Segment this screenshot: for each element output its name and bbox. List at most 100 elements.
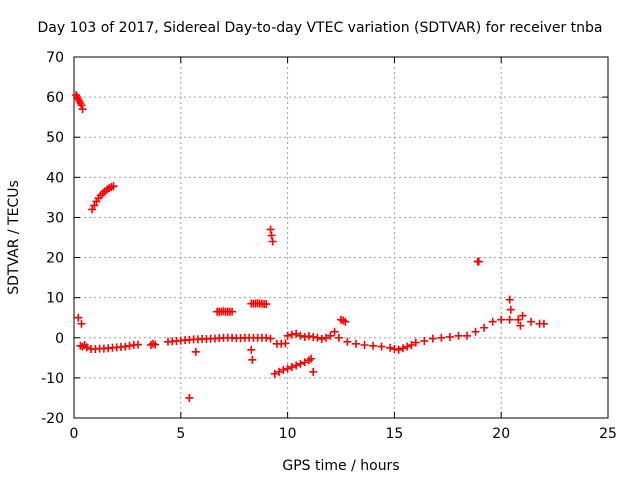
- data-point: [300, 358, 309, 367]
- data-point: [88, 205, 97, 214]
- data-point: [283, 364, 292, 373]
- data-point: [307, 354, 316, 363]
- data-point: [292, 329, 301, 338]
- series-early-high: [72, 91, 87, 114]
- data-point: [279, 365, 288, 374]
- y-axis-label: SDTVAR / TECUs: [6, 180, 22, 295]
- data-point: [134, 340, 143, 349]
- data-point: [514, 315, 523, 324]
- data-point: [330, 327, 339, 336]
- x-tick-label: 15: [385, 426, 403, 442]
- y-tick-label: 70: [46, 50, 64, 66]
- data-point: [322, 333, 331, 342]
- data-point: [304, 332, 313, 341]
- data-point: [407, 340, 416, 349]
- data-point: [281, 339, 290, 348]
- data-point: [480, 323, 489, 332]
- data-point: [505, 295, 514, 304]
- data-point: [287, 330, 296, 339]
- y-tick-label: -10: [41, 371, 64, 387]
- data-point: [518, 311, 527, 320]
- plot-frame: [73, 56, 609, 419]
- x-tick-label: 10: [279, 426, 297, 442]
- data-point: [471, 327, 480, 336]
- data-point: [326, 331, 335, 340]
- data-point: [343, 337, 352, 346]
- data-point: [454, 331, 463, 340]
- data-point: [377, 342, 386, 351]
- data-point: [411, 338, 420, 347]
- series-baseline-a: [76, 339, 160, 354]
- data-point: [109, 182, 118, 191]
- data-point: [527, 317, 536, 326]
- data-point: [300, 332, 309, 341]
- data-point: [247, 345, 256, 354]
- data-point: [360, 340, 369, 349]
- y-tick-label: 60: [46, 90, 64, 106]
- data-point: [403, 342, 412, 351]
- y-tick-label: 10: [46, 291, 64, 307]
- data-point: [505, 315, 514, 324]
- data-point: [296, 359, 305, 368]
- data-point: [369, 341, 378, 350]
- data-point: [497, 315, 506, 324]
- data-point: [228, 307, 237, 316]
- data-point: [309, 332, 318, 341]
- data-point: [82, 343, 91, 352]
- data-point: [334, 333, 343, 342]
- data-point: [262, 333, 271, 342]
- x-tick-label: 0: [70, 426, 79, 442]
- data-point: [191, 347, 200, 356]
- data-point: [74, 313, 83, 322]
- data-point: [121, 342, 130, 351]
- series-rising-arc: [88, 182, 118, 214]
- data-point: [78, 105, 87, 114]
- data-point: [262, 300, 271, 309]
- data-point: [351, 339, 360, 348]
- data-point: [77, 101, 86, 110]
- data-point: [309, 367, 318, 376]
- series-plateaus: [213, 299, 350, 326]
- series-isolated: [74, 225, 525, 402]
- y-tick-label: 20: [46, 251, 64, 267]
- data-point: [248, 355, 257, 364]
- data-point: [488, 317, 497, 326]
- x-tick-label: 20: [492, 426, 510, 442]
- series-descending-arc: [270, 354, 316, 378]
- data-point: [539, 319, 548, 328]
- data-point: [287, 363, 296, 372]
- data-point: [90, 201, 99, 210]
- data-point: [474, 257, 483, 266]
- data-point: [292, 361, 301, 370]
- data-point: [313, 333, 322, 342]
- data-point: [506, 305, 515, 314]
- y-tick-label: 40: [46, 170, 64, 186]
- data-point: [125, 341, 134, 350]
- chart-title: Day 103 of 2017, Sidereal Day-to-day VTE…: [37, 20, 603, 36]
- y-tick-label: 30: [46, 210, 64, 226]
- series-baseline-c: [272, 311, 548, 354]
- data-point: [516, 321, 525, 330]
- data-point: [185, 393, 194, 402]
- data-point: [398, 344, 407, 353]
- y-tick-label: 0: [55, 331, 64, 347]
- y-tick-label: 50: [46, 130, 64, 146]
- data-point: [428, 334, 437, 343]
- data-point: [317, 334, 326, 343]
- data-point: [445, 332, 454, 341]
- data-point: [267, 231, 276, 240]
- data-point: [275, 367, 284, 376]
- data-point: [266, 334, 275, 343]
- data-point: [151, 340, 160, 349]
- data-point: [437, 333, 446, 342]
- data-point: [420, 336, 429, 345]
- data-point: [463, 331, 472, 340]
- data-point: [283, 331, 292, 340]
- y-tick-label: -20: [41, 411, 64, 427]
- data-point: [296, 331, 305, 340]
- data-point: [390, 345, 399, 354]
- x-tick-label: 25: [599, 426, 617, 442]
- data-point: [394, 345, 403, 354]
